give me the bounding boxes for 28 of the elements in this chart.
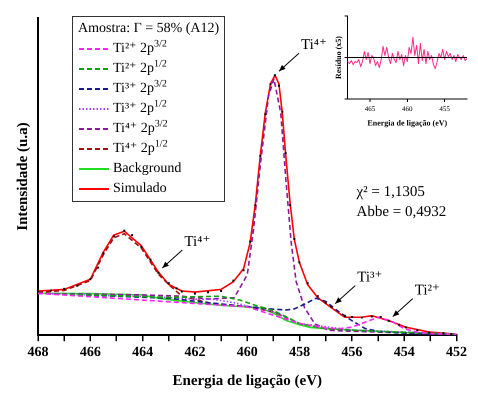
x-axis-title: Energia de ligação (eV) — [367, 118, 448, 128]
legend-label: Ti⁴⁺ 2p$^{3/2}$ — [113, 118, 168, 138]
legend-label: Ti³⁺ 2p$^{1/2}$ — [113, 98, 167, 118]
x-tick-label: 466 — [80, 345, 101, 360]
legend-label: Ti²⁺ 2p$^{3/2}$ — [113, 38, 167, 58]
legend-label: Background — [113, 160, 182, 178]
legend-label: Ti⁴⁺ 2p$^{1/2}$ — [113, 138, 168, 158]
legend-label: Ti²⁺ 2p$^{1/2}$ — [113, 58, 167, 78]
x-tick-label: 454 — [394, 345, 415, 360]
x-tick-label: 452 — [446, 345, 467, 360]
x-tick-label: 460 — [236, 345, 258, 360]
annotation: Ti⁴⁺ — [300, 37, 327, 54]
x-tick-label: 464 — [132, 345, 154, 360]
annotation: Ti²⁺ — [414, 282, 440, 299]
annotation: Ti³⁺ — [357, 270, 382, 286]
y-axis-title: Resíduo (x5) — [334, 36, 343, 79]
annotation: Ti⁴⁺ — [184, 234, 210, 250]
x-tick-label: 456 — [341, 345, 362, 360]
annotation: χ² = 1,1305 — [356, 184, 425, 200]
legend-label: Ti³⁺ 2p$^{3/2}$ — [113, 78, 167, 98]
annotation: Abbe = 0,4932 — [356, 204, 446, 220]
x-tick-label: 458 — [289, 345, 310, 360]
x-tick-label: 462 — [184, 345, 206, 360]
x-axis-title: Energia de ligação (eV) — [172, 372, 322, 389]
x-tick-label: 468 — [28, 345, 48, 360]
legend-label: Simulado — [113, 180, 167, 198]
y-axis-title: Intensidade (u.a) — [14, 122, 31, 231]
legend-title: Amostra: Γ = 58% (A12) — [78, 20, 220, 38]
